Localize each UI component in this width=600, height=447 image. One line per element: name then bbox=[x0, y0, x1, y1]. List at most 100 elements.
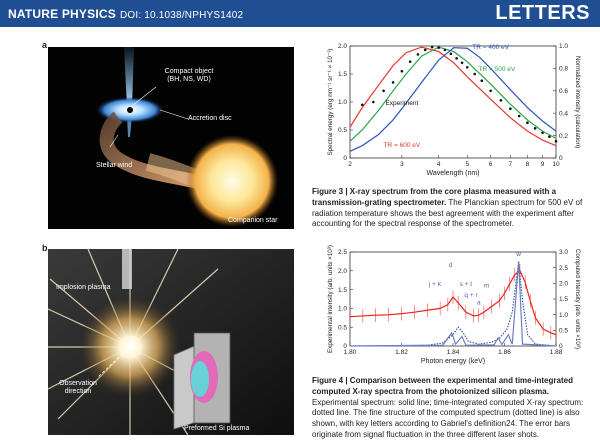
series-3-point bbox=[400, 69, 404, 73]
y-tick-label: 1.5 bbox=[338, 287, 347, 294]
panel-a-illustration: Compact object (BH, NS, WD) Accretion di… bbox=[48, 47, 294, 229]
label-implosion-plasma: Implosion plasma bbox=[56, 284, 111, 291]
accretion-illustration bbox=[48, 47, 294, 229]
annotation: d bbox=[449, 262, 453, 269]
series-3-point bbox=[533, 127, 537, 130]
series-3-point bbox=[416, 53, 420, 56]
series-1-line bbox=[349, 261, 557, 347]
annotation: TR = 600 eV bbox=[384, 142, 421, 149]
y-tick-label: 0.5 bbox=[338, 324, 347, 331]
label-accretion-disc: Accretion disc bbox=[188, 115, 232, 122]
y2-tick-label: 0.2 bbox=[559, 133, 568, 140]
x-axis-label: Wavelength (nm) bbox=[426, 170, 479, 177]
x-tick-label: 2 bbox=[348, 161, 352, 168]
y2-axis-label: Computed intensity (arb. units ×10²) bbox=[574, 249, 581, 349]
label-companion-star: Companion star bbox=[228, 217, 278, 224]
journal-name: NATURE PHYSICS bbox=[8, 7, 116, 21]
x-tick-label: 7 bbox=[509, 161, 513, 168]
series-3-point bbox=[430, 45, 434, 49]
x-tick-label: 6 bbox=[489, 161, 493, 168]
annotation: TR = 500 eV bbox=[479, 66, 516, 73]
figure3-caption: Figure 3 | X-ray spectrum from the core … bbox=[312, 187, 594, 230]
figure3-caption-title: Figure 3 | X-ray spectrum from the core … bbox=[312, 187, 557, 207]
implosion-illustration bbox=[48, 249, 294, 435]
x-tick-label: 8 bbox=[526, 161, 530, 168]
annotation: s + t bbox=[460, 281, 473, 288]
y2-axis-label: Normalized intensity (calculation) bbox=[574, 56, 581, 148]
y-tick-label: 0 bbox=[343, 343, 347, 350]
annotation: Experiment bbox=[385, 100, 418, 107]
y2-tick-label: 0 bbox=[559, 343, 563, 350]
series-3-point bbox=[372, 100, 375, 104]
journal-header: NATURE PHYSICS DOI: 10.1038/NPHYS1402 LET… bbox=[0, 0, 600, 27]
series-3-point bbox=[455, 57, 458, 60]
y2-tick-label: 0 bbox=[559, 155, 563, 162]
x-tick-label: 1.80 bbox=[344, 349, 357, 356]
series-3-point bbox=[509, 107, 512, 111]
label-observation-direction: Observation direction bbox=[59, 380, 97, 396]
series-3-point bbox=[499, 99, 503, 102]
annotation: TR = 400 eV bbox=[472, 44, 509, 51]
series-3-point bbox=[548, 135, 551, 139]
y-tick-label: 1.0 bbox=[338, 306, 347, 313]
series-3-point bbox=[382, 89, 385, 93]
series-3-point bbox=[391, 81, 395, 84]
annotation: m bbox=[484, 283, 489, 290]
x-tick-label: 5 bbox=[465, 161, 469, 168]
x-tick-label: 1.88 bbox=[550, 349, 563, 356]
y-tick-label: 1.0 bbox=[338, 99, 347, 106]
figure4-caption: Figure 4 | Comparison between the experi… bbox=[312, 376, 594, 441]
x-tick-label: 3 bbox=[400, 161, 404, 168]
y2-tick-label: 1.0 bbox=[559, 312, 568, 319]
series-3-point bbox=[517, 114, 521, 118]
journal-title: NATURE PHYSICS DOI: 10.1038/NPHYS1402 bbox=[8, 7, 243, 21]
label-compact-object: Compact object (BH, NS, WD) bbox=[164, 68, 214, 84]
series-3-point bbox=[480, 79, 484, 83]
figure3-chart: 2 3 4 5 6 7 8 9 1000.51.01.52.000.20.40.60.81.0W… bbox=[327, 43, 581, 177]
x-tick-label: 10 bbox=[552, 161, 560, 168]
figure4-chart: 1.80 1.82 1.84 1.86 1.8800.51.01.52.02.500.5… bbox=[327, 245, 581, 365]
y-tick-label: 0.5 bbox=[338, 127, 347, 134]
y2-tick-label: 2.0 bbox=[559, 281, 568, 288]
label-preformed-plasma: Preformed Si plasma bbox=[184, 425, 250, 432]
y2-tick-label: 0.8 bbox=[559, 66, 568, 73]
series-0-line bbox=[349, 46, 557, 147]
section-label: LETTERS bbox=[495, 2, 590, 24]
panel-a-label: a bbox=[42, 40, 48, 50]
series-3-point bbox=[489, 89, 492, 93]
panel-b-illustration: Implosion plasma Observation direction P… bbox=[48, 249, 294, 435]
x-tick-label: 1.86 bbox=[498, 349, 511, 356]
y-tick-label: 2.0 bbox=[338, 268, 347, 275]
figure3-caption-body: The Planckian spectrum for 500 eV of rad… bbox=[312, 197, 583, 229]
x-tick-label: 4 bbox=[437, 161, 441, 168]
y2-tick-label: 1.5 bbox=[559, 296, 568, 303]
x-tick-label: 1.82 bbox=[395, 349, 408, 356]
series-3-point bbox=[360, 103, 364, 107]
annotation: j + k bbox=[428, 281, 442, 288]
series-3-point bbox=[460, 61, 464, 65]
y-tick-label: 1.5 bbox=[338, 71, 347, 78]
y2-tick-label: 0.4 bbox=[559, 110, 568, 117]
y-axis-label: Spectral energy (erg nm⁻¹ sr⁻¹ × 10⁻³) bbox=[327, 48, 334, 155]
series-3-point bbox=[423, 48, 427, 52]
series-3-point bbox=[443, 48, 447, 52]
y2-tick-label: 3.0 bbox=[559, 249, 568, 256]
y-tick-label: 2.5 bbox=[338, 249, 347, 256]
annotation: w bbox=[515, 251, 521, 258]
figure4-caption-body: Experimental spectrum: solid line; time-… bbox=[312, 397, 584, 439]
doi-text: DOI: 10.1038/NPHYS1402 bbox=[119, 10, 244, 21]
series-3-point bbox=[526, 121, 529, 125]
panel-b-label: b bbox=[42, 243, 48, 253]
y2-tick-label: 1.0 bbox=[559, 43, 568, 50]
x-tick-label: 9 bbox=[541, 161, 545, 168]
annotation: a bbox=[477, 300, 481, 307]
y2-tick-label: 0.5 bbox=[559, 328, 568, 335]
y-tick-label: 0 bbox=[343, 155, 347, 162]
label-stellar-wind: Stellar wind bbox=[96, 162, 133, 169]
figure4-caption-title: Figure 4 | Comparison between the experi… bbox=[312, 376, 573, 396]
x-axis-label: Photon energy (keV) bbox=[421, 358, 485, 365]
series-2-line bbox=[349, 47, 557, 152]
series-3-point bbox=[465, 65, 469, 69]
annotation: q + r bbox=[464, 292, 478, 299]
y-tick-label: 2.0 bbox=[338, 43, 347, 50]
